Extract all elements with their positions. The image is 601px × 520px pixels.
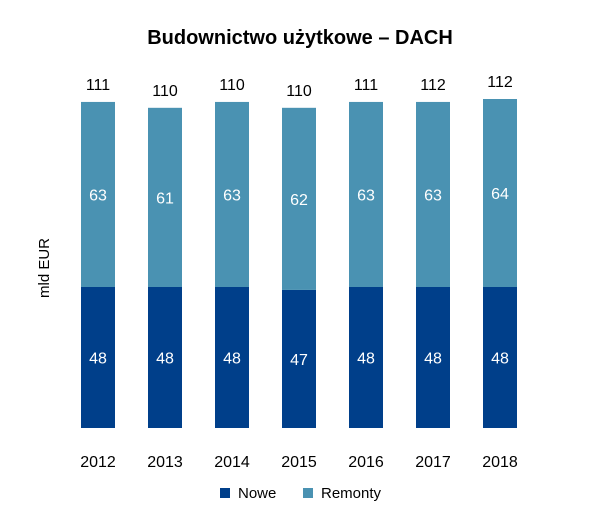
data-label-nowe-2018: 48 bbox=[491, 351, 509, 368]
bar-segment-nowe-2014 bbox=[215, 287, 249, 428]
data-label-remonty-2013: 61 bbox=[156, 190, 174, 207]
y-axis-label: mld EUR bbox=[36, 238, 53, 298]
total-label-2013: 110 bbox=[152, 83, 178, 100]
bar-segment-nowe-2012 bbox=[81, 287, 115, 428]
legend-label-remonty: Remonty bbox=[321, 485, 382, 502]
bar-segment-nowe-2013 bbox=[148, 287, 182, 428]
data-label-nowe-2017: 48 bbox=[424, 351, 442, 368]
total-label-2015: 110 bbox=[286, 83, 312, 100]
bar-segment-nowe-2017 bbox=[416, 287, 450, 428]
x-tick-label-2015: 2015 bbox=[281, 454, 317, 471]
bar-segment-remonty-2014 bbox=[215, 101, 249, 287]
data-label-remonty-2018: 64 bbox=[491, 186, 509, 203]
data-label-remonty-2014: 63 bbox=[223, 187, 241, 204]
bar-segment-remonty-2012 bbox=[81, 101, 115, 287]
total-label-2018: 112 bbox=[487, 74, 513, 91]
bar-segment-remonty-2015 bbox=[282, 107, 316, 290]
total-label-2014: 110 bbox=[219, 77, 245, 94]
x-tick-label-2014: 2014 bbox=[214, 454, 250, 471]
x-tick-label-2012: 2012 bbox=[80, 454, 116, 471]
bar-segment-nowe-2015 bbox=[282, 289, 316, 428]
data-label-nowe-2015: 47 bbox=[290, 352, 308, 369]
total-label-2012: 111 bbox=[86, 77, 110, 94]
total-label-2016: 111 bbox=[354, 77, 378, 94]
bar-segment-remonty-2017 bbox=[416, 101, 450, 287]
bars-group: 48 63 111 2012 48 61 110 2013 48 63 110 2014 47 62 110… bbox=[80, 74, 518, 471]
x-tick-label-2016: 2016 bbox=[348, 454, 384, 471]
bar-segment-remonty-2018 bbox=[483, 99, 517, 287]
data-label-nowe-2014: 48 bbox=[223, 351, 241, 368]
legend: Nowe Remonty bbox=[220, 485, 382, 502]
data-label-remonty-2017: 63 bbox=[424, 187, 442, 204]
data-label-nowe-2013: 48 bbox=[156, 351, 174, 368]
bar-segment-nowe-2016 bbox=[349, 287, 383, 428]
x-tick-label-2018: 2018 bbox=[482, 454, 518, 471]
x-tick-label-2013: 2013 bbox=[147, 454, 183, 471]
x-tick-label-2017: 2017 bbox=[415, 454, 451, 471]
data-label-nowe-2016: 48 bbox=[357, 351, 375, 368]
data-label-remonty-2012: 63 bbox=[89, 187, 107, 204]
total-label-2017: 112 bbox=[420, 77, 446, 94]
chart-title: Budownictwo użytkowe – DACH bbox=[147, 27, 453, 49]
legend-label-nowe: Nowe bbox=[238, 485, 276, 502]
legend-swatch-remonty bbox=[303, 488, 313, 498]
bar-segment-nowe-2018 bbox=[483, 287, 517, 428]
data-label-remonty-2016: 63 bbox=[357, 187, 375, 204]
bar-segment-remonty-2016 bbox=[349, 101, 383, 287]
data-label-remonty-2015: 62 bbox=[290, 192, 308, 209]
legend-swatch-nowe bbox=[220, 488, 230, 498]
bar-segment-remonty-2013 bbox=[148, 107, 182, 287]
data-label-nowe-2012: 48 bbox=[89, 351, 107, 368]
